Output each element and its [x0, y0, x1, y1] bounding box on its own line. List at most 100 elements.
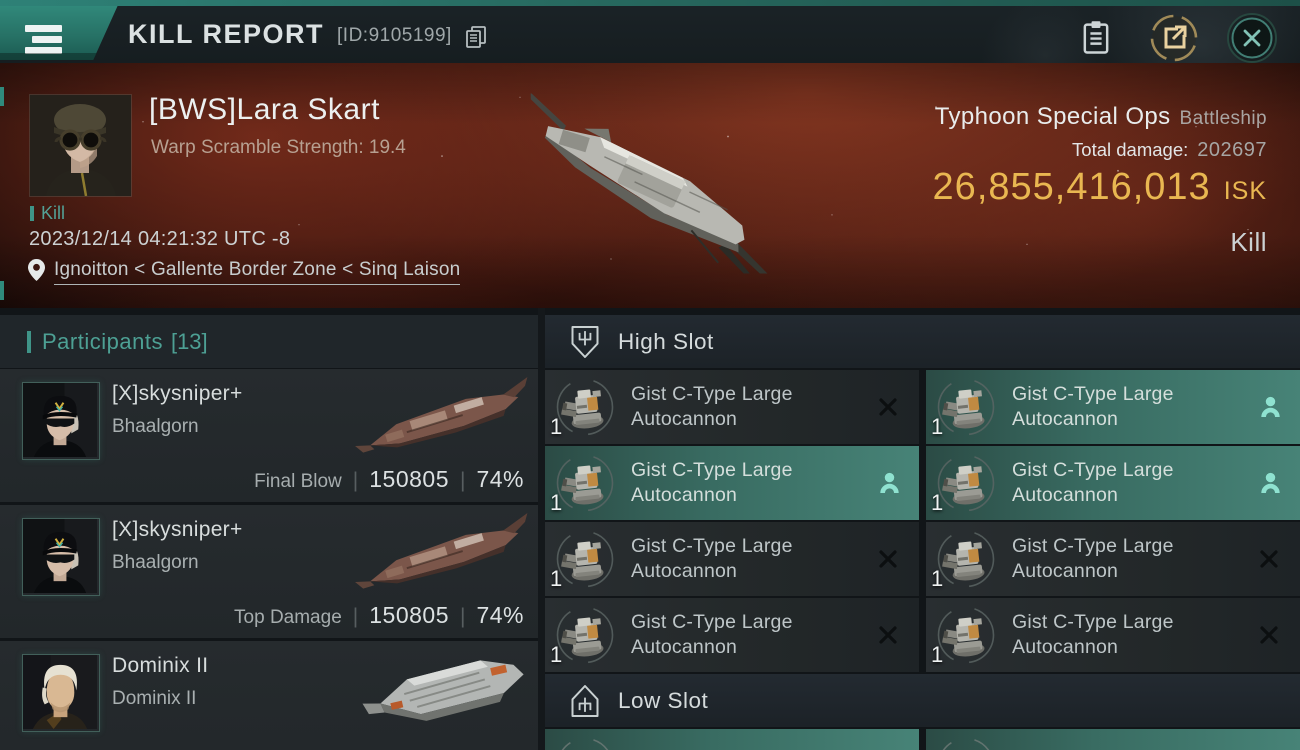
menu-button[interactable]: [0, 5, 118, 60]
item-name: Gist C-Type Large Autocannon: [631, 459, 793, 506]
low-slot-label: Low Slot: [618, 687, 709, 713]
destroyed-x-icon: [878, 549, 898, 569]
fitting-item[interactable]: 1 Gist C-Type Large Autocannon: [926, 522, 1300, 596]
kill-timestamp: 2023/12/14 04:21:32 UTC -8: [29, 228, 291, 250]
participant-row[interactable]: [X]skysniper+ Bhaalgorn Top Damage | 150…: [0, 505, 538, 638]
fitting-item[interactable]: 1 Gist C-Type: [926, 729, 1300, 750]
external-link-icon: [1148, 12, 1200, 64]
fitting-item[interactable]: 1 Gist C-Type Large Autocannon: [545, 522, 919, 596]
turret-icon: 1: [550, 603, 617, 667]
item-name: Gist C-Type Large Autocannon: [1012, 383, 1174, 430]
kill-banner: [BWS]Lara Skart Warp Scramble Strength: …: [0, 63, 1300, 308]
module-icon: 1: [553, 734, 617, 750]
item-name: Gist C-Type Large Autocannon: [631, 611, 793, 658]
turret-icon: 1: [931, 603, 998, 667]
hamburger-menu-icon: [25, 25, 63, 54]
participant-avatar[interactable]: [22, 518, 100, 596]
isk-unit: ISK: [1223, 177, 1267, 205]
copy-pages-icon[interactable]: [465, 21, 487, 49]
turret-icon: 1: [931, 375, 998, 439]
participants-panel: Participants [13] [X]skysniper+ Bhaalgor…: [0, 308, 538, 750]
close-button[interactable]: [1226, 12, 1278, 64]
fitting-item[interactable]: 1 Gist C-Type Large Autocannon: [926, 370, 1300, 444]
victim-name: [BWS]Lara Skart: [149, 93, 380, 126]
location-pin-icon: [28, 259, 45, 281]
share-button[interactable]: [1148, 12, 1200, 64]
module-icon: 1: [934, 734, 998, 750]
participant-row[interactable]: [X]skysniper+ Bhaalgorn Final Blow | 150…: [0, 369, 538, 502]
high-slot-label: High Slot: [618, 328, 714, 354]
top-bar: KILL REPORT [ID:9105199]: [0, 0, 1300, 63]
item-name: Gist C-Type Large Autocannon: [631, 535, 793, 582]
destroyed-x-icon: [878, 397, 898, 417]
participant-ship-image: [351, 369, 536, 464]
fitting-item[interactable]: 1 Gist C-Type Large Autocannon: [545, 446, 919, 520]
item-quantity: 1: [550, 490, 563, 515]
participants-title: Participants: [42, 328, 163, 354]
item-name: Gist C-Type Large: [631, 729, 793, 750]
fitting-item[interactable]: 1 Gist C-Type Large Autocannon: [926, 446, 1300, 520]
isk-value-line: 26,855,416,013 ISK: [933, 166, 1267, 209]
participant-ship: Bhaalgorn: [112, 552, 199, 573]
participant-ship-image: [351, 641, 536, 736]
participant-name: [X]skysniper+: [112, 382, 243, 405]
participant-name: Dominix II: [112, 654, 209, 677]
destroyed-x-icon: [878, 625, 898, 645]
fitting-item[interactable]: 1 Gist C-Type Large Autocannon: [545, 598, 919, 672]
participant-ship-image: [351, 505, 536, 600]
turret-icon: 1: [550, 451, 617, 515]
total-damage-value: 202697: [1197, 139, 1267, 161]
victim-avatar[interactable]: [29, 94, 132, 197]
item-quantity: 1: [550, 642, 563, 667]
page-title: KILL REPORT: [128, 19, 325, 49]
turret-icon: 1: [931, 451, 998, 515]
dropped-person-icon: [1259, 471, 1282, 494]
fitting-item[interactable]: 1 Gist C-Type Large: [545, 729, 919, 750]
item-quantity: 1: [550, 566, 563, 591]
item-quantity: 1: [550, 414, 563, 439]
top-accent-strip: [0, 0, 1300, 6]
item-name: Gist C-Type Large Autocannon: [1012, 535, 1174, 582]
participant-stats: Top Damage | 150805 | 74%: [234, 602, 524, 628]
turret-icon: 1: [931, 527, 998, 591]
isk-value: 26,855,416,013: [932, 166, 1211, 208]
item-name: Gist C-Type Large Autocannon: [1012, 459, 1174, 506]
destroyed-x-icon: [1259, 549, 1279, 569]
shield-slot-icon: [570, 683, 600, 719]
participant-stats: Final Blow | 150805 | 74%: [254, 466, 524, 492]
destroyed-x-icon: [1259, 625, 1279, 645]
item-name: Gist C-Type: [1012, 729, 1117, 750]
edge-accent: [0, 281, 4, 300]
item-name: Gist C-Type Large Autocannon: [631, 383, 793, 430]
item-quantity: 1: [931, 642, 944, 667]
participant-ship: Dominix II: [112, 688, 197, 709]
participant-row[interactable]: Dominix II Dominix II: [0, 641, 538, 750]
fitting-item[interactable]: 1 Gist C-Type Large Autocannon: [545, 370, 919, 444]
clipboard-icon: [1078, 19, 1114, 57]
total-damage-label: Total damage:: [1072, 139, 1189, 160]
ship-name: Typhoon Special Ops: [934, 103, 1171, 130]
turret-icon: 1: [550, 527, 617, 591]
item-quantity: 1: [931, 414, 944, 439]
notes-button[interactable]: [1070, 12, 1122, 64]
fitting-panel: High Slot 1 Gist C-Type Large Autocannon: [545, 308, 1300, 750]
high-slot-grid: 1 Gist C-Type Large Autocannon 1 Gist C-T…: [545, 370, 1300, 672]
close-x-icon: [1226, 12, 1278, 64]
edge-accent: [0, 87, 4, 106]
low-slot-header: Low Slot: [545, 674, 1300, 727]
report-id: [ID:9105199]: [337, 24, 452, 46]
shield-slot-icon: [570, 324, 600, 360]
location-link[interactable]: Ignoitton < Gallente Border Zone < Sinq …: [54, 259, 461, 285]
participant-avatar[interactable]: [22, 654, 100, 732]
fitting-item[interactable]: 1 Gist C-Type Large Autocannon: [926, 598, 1300, 672]
turret-icon: 1: [550, 375, 617, 439]
participant-avatar[interactable]: [22, 382, 100, 460]
victim-ship-image: [498, 91, 798, 276]
ship-class: Battleship: [1179, 108, 1267, 129]
dropped-person-icon: [878, 471, 901, 494]
participant-name: [X]skysniper+: [112, 518, 243, 541]
dropped-person-icon: [1259, 395, 1282, 418]
warp-scramble-strength: Warp Scramble Strength: 19.4: [151, 137, 406, 158]
high-slot-header: High Slot: [545, 315, 1300, 368]
